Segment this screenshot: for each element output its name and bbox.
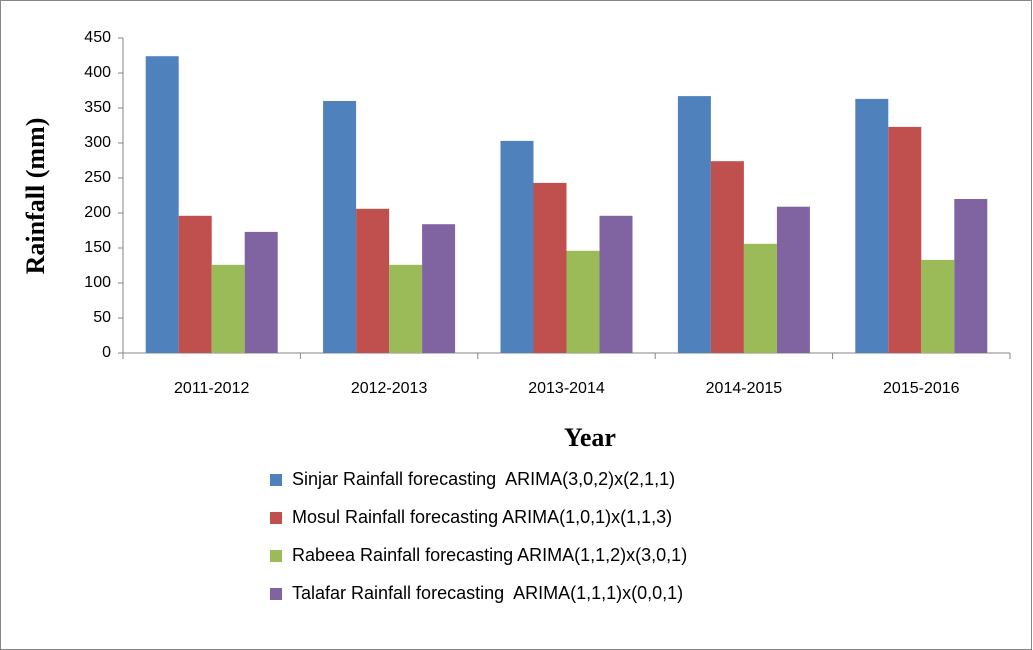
y-tick-label: 0 [102, 344, 111, 361]
y-tick-label: 50 [93, 309, 111, 326]
x-tick-label: 2012-2013 [351, 380, 428, 397]
y-tick-label: 450 [84, 29, 111, 46]
bar [677, 96, 711, 353]
y-tick-label: 400 [84, 64, 111, 81]
bar [533, 182, 567, 353]
bar [710, 161, 744, 353]
bar [356, 208, 390, 353]
bar [422, 224, 456, 353]
y-tick-label: 100 [84, 274, 111, 291]
x-tick-label: 2011-2012 [174, 380, 249, 397]
x-axis-label: Year [564, 423, 616, 452]
bar [599, 215, 633, 353]
bar [211, 264, 245, 353]
legend-label: Rabeea Rainfall forecasting ARIMA(1,1,2)… [292, 545, 687, 565]
y-tick-label: 300 [84, 134, 111, 151]
legend-label: Sinjar Rainfall forecasting ARIMA(3,0,2)… [292, 469, 675, 489]
bar [244, 231, 278, 353]
legend-swatch [270, 588, 282, 600]
legend-swatch [270, 474, 282, 486]
bar [178, 215, 212, 353]
bar [566, 250, 600, 353]
legend-label: Mosul Rainfall forecasting ARIMA(1,0,1)x… [292, 507, 672, 527]
bar [145, 56, 179, 353]
bar [921, 259, 955, 353]
y-tick-label: 200 [84, 204, 111, 221]
y-tick-label: 150 [84, 239, 111, 256]
x-tick-label: 2013-2014 [528, 380, 605, 397]
x-tick-label: 2015-2016 [883, 380, 960, 397]
y-tick-label: 250 [84, 169, 111, 186]
legend-swatch [270, 550, 282, 562]
bar [954, 199, 988, 353]
y-axis-label: Rainfall (mm) [21, 118, 50, 275]
bar [888, 126, 922, 354]
x-tick-label: 2014-2015 [706, 380, 783, 397]
bar [743, 243, 777, 353]
bar [776, 206, 810, 353]
bar [855, 98, 889, 354]
bar [500, 140, 534, 353]
bar [389, 264, 423, 353]
legend-label: Talafar Rainfall forecasting ARIMA(1,1,1… [292, 583, 683, 603]
legend-swatch [270, 512, 282, 524]
bar [323, 101, 357, 353]
y-tick-label: 350 [84, 99, 111, 116]
